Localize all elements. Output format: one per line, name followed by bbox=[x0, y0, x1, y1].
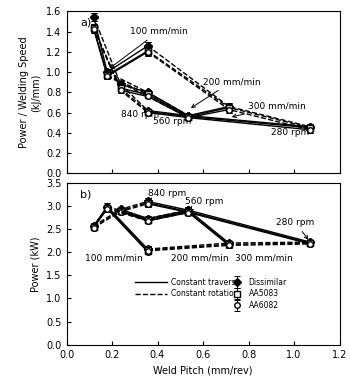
Text: 840 rpm: 840 rpm bbox=[148, 189, 187, 201]
Text: 840 rpm: 840 rpm bbox=[121, 110, 159, 119]
Text: 100 mm/min: 100 mm/min bbox=[85, 253, 142, 262]
Text: Constant traverse: Constant traverse bbox=[171, 278, 240, 287]
Text: 560 rpm: 560 rpm bbox=[153, 117, 191, 126]
Text: 200 mm/min: 200 mm/min bbox=[192, 77, 261, 108]
Text: 280 rpm: 280 rpm bbox=[276, 218, 314, 239]
X-axis label: Weld Pitch (mm/rev): Weld Pitch (mm/rev) bbox=[153, 365, 253, 375]
Text: AA5083: AA5083 bbox=[248, 290, 279, 298]
Text: 300 mm/min: 300 mm/min bbox=[235, 254, 293, 263]
Text: AA6082: AA6082 bbox=[248, 301, 279, 310]
Text: Dissimilar: Dissimilar bbox=[248, 278, 287, 287]
Y-axis label: Power / Welding Speed
(kJ/mm): Power / Welding Speed (kJ/mm) bbox=[19, 36, 41, 148]
Text: 200 mm/min: 200 mm/min bbox=[171, 253, 229, 262]
Text: 100 mm/min: 100 mm/min bbox=[110, 27, 188, 68]
Y-axis label: Power (kW): Power (kW) bbox=[30, 236, 41, 291]
Text: Constant rotation: Constant rotation bbox=[171, 290, 239, 298]
Text: 280 rpm: 280 rpm bbox=[271, 128, 309, 137]
Text: a): a) bbox=[80, 18, 91, 28]
Text: 560 rpm: 560 rpm bbox=[185, 197, 223, 210]
Text: 300 mm/min: 300 mm/min bbox=[233, 101, 306, 118]
Text: b): b) bbox=[80, 190, 92, 200]
